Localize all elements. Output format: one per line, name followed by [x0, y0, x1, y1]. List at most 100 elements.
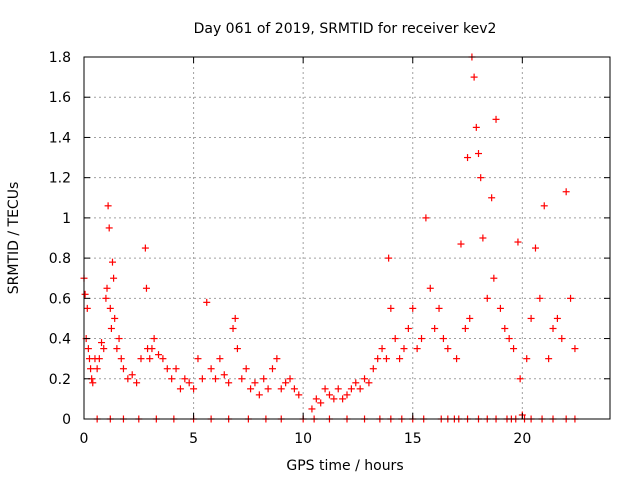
data-point — [321, 385, 329, 393]
data-point — [461, 325, 469, 332]
y-tick-label: 0.6 — [49, 291, 71, 307]
data-point — [216, 355, 224, 363]
data-point — [277, 385, 285, 393]
data-point — [527, 314, 535, 322]
data-points — [80, 53, 579, 423]
data-point — [457, 240, 465, 248]
y-tick-label: 0.2 — [49, 372, 71, 388]
data-point — [124, 375, 132, 383]
data-point — [391, 335, 399, 343]
data-point — [198, 375, 206, 383]
data-point — [102, 294, 110, 302]
data-point — [83, 304, 91, 312]
data-point — [339, 395, 347, 403]
data-point — [514, 238, 522, 246]
data-point — [571, 345, 579, 353]
data-point — [176, 385, 184, 393]
x-tick-label: 15 — [404, 431, 422, 447]
data-point — [148, 345, 156, 353]
data-point — [255, 391, 263, 399]
gridlines — [84, 57, 610, 419]
data-point — [312, 395, 320, 403]
data-point — [159, 355, 167, 363]
data-point — [325, 391, 333, 399]
data-point — [490, 274, 498, 282]
data-point — [400, 345, 408, 353]
data-point — [150, 335, 158, 343]
data-point — [113, 345, 121, 353]
data-point — [404, 325, 412, 332]
data-point — [382, 355, 390, 363]
data-point — [409, 304, 417, 312]
data-point — [413, 345, 421, 353]
data-point — [549, 325, 557, 332]
data-point — [225, 379, 233, 387]
data-point — [247, 385, 255, 393]
data-point — [567, 294, 575, 302]
data-point — [531, 244, 539, 252]
data-point — [295, 391, 303, 399]
data-point — [453, 355, 461, 363]
data-point — [347, 385, 355, 393]
data-point — [352, 379, 360, 387]
data-point — [477, 174, 485, 182]
axis-ticks — [83, 56, 610, 420]
data-point — [106, 304, 114, 312]
data-point — [268, 365, 276, 373]
data-point — [365, 379, 373, 387]
data-point — [203, 298, 211, 306]
data-point — [374, 355, 382, 363]
data-point — [516, 375, 524, 383]
data-point — [242, 365, 250, 373]
y-axis-title: SRMTID / TECUs — [6, 182, 22, 295]
data-point — [505, 335, 513, 343]
data-point — [142, 284, 150, 292]
data-point — [483, 294, 491, 302]
data-point — [470, 73, 478, 81]
data-point — [422, 214, 430, 222]
data-point — [444, 345, 452, 353]
data-point — [105, 224, 113, 232]
y-tick-label: 1.2 — [49, 171, 71, 187]
data-point — [181, 375, 189, 383]
data-point — [510, 345, 518, 353]
data-point — [317, 399, 325, 407]
data-point — [472, 123, 480, 131]
data-point — [492, 115, 500, 123]
data-point — [387, 304, 395, 312]
data-point — [273, 355, 281, 363]
data-point — [464, 154, 472, 162]
data-point — [286, 375, 294, 383]
data-point — [137, 355, 145, 363]
data-point — [98, 339, 106, 347]
data-point — [536, 294, 544, 302]
data-point — [146, 355, 154, 363]
x-tick-label: 5 — [189, 431, 198, 447]
data-point — [119, 365, 127, 373]
y-tick-label: 0 — [62, 412, 71, 428]
data-point — [185, 379, 193, 387]
plot-frame — [83, 56, 611, 420]
data-point — [562, 188, 570, 196]
data-point — [435, 304, 443, 312]
data-point — [378, 345, 386, 353]
data-point — [264, 385, 272, 393]
data-point — [111, 314, 119, 322]
y-tick-label: 1.6 — [49, 90, 71, 106]
data-point — [545, 355, 553, 363]
data-point — [385, 254, 393, 262]
data-point — [426, 284, 434, 292]
data-point — [190, 385, 198, 393]
y-tick-label: 1 — [62, 211, 71, 227]
x-axis-title: GPS time / hours — [286, 458, 403, 474]
data-point — [100, 345, 108, 353]
data-point — [81, 290, 89, 298]
y-tick-label: 1.8 — [49, 50, 71, 66]
data-point — [168, 375, 176, 383]
data-point — [431, 325, 439, 332]
x-tick-label: 10 — [294, 431, 312, 447]
data-point — [117, 355, 125, 363]
x-tick-label: 20 — [513, 431, 531, 447]
data-point — [479, 234, 487, 242]
